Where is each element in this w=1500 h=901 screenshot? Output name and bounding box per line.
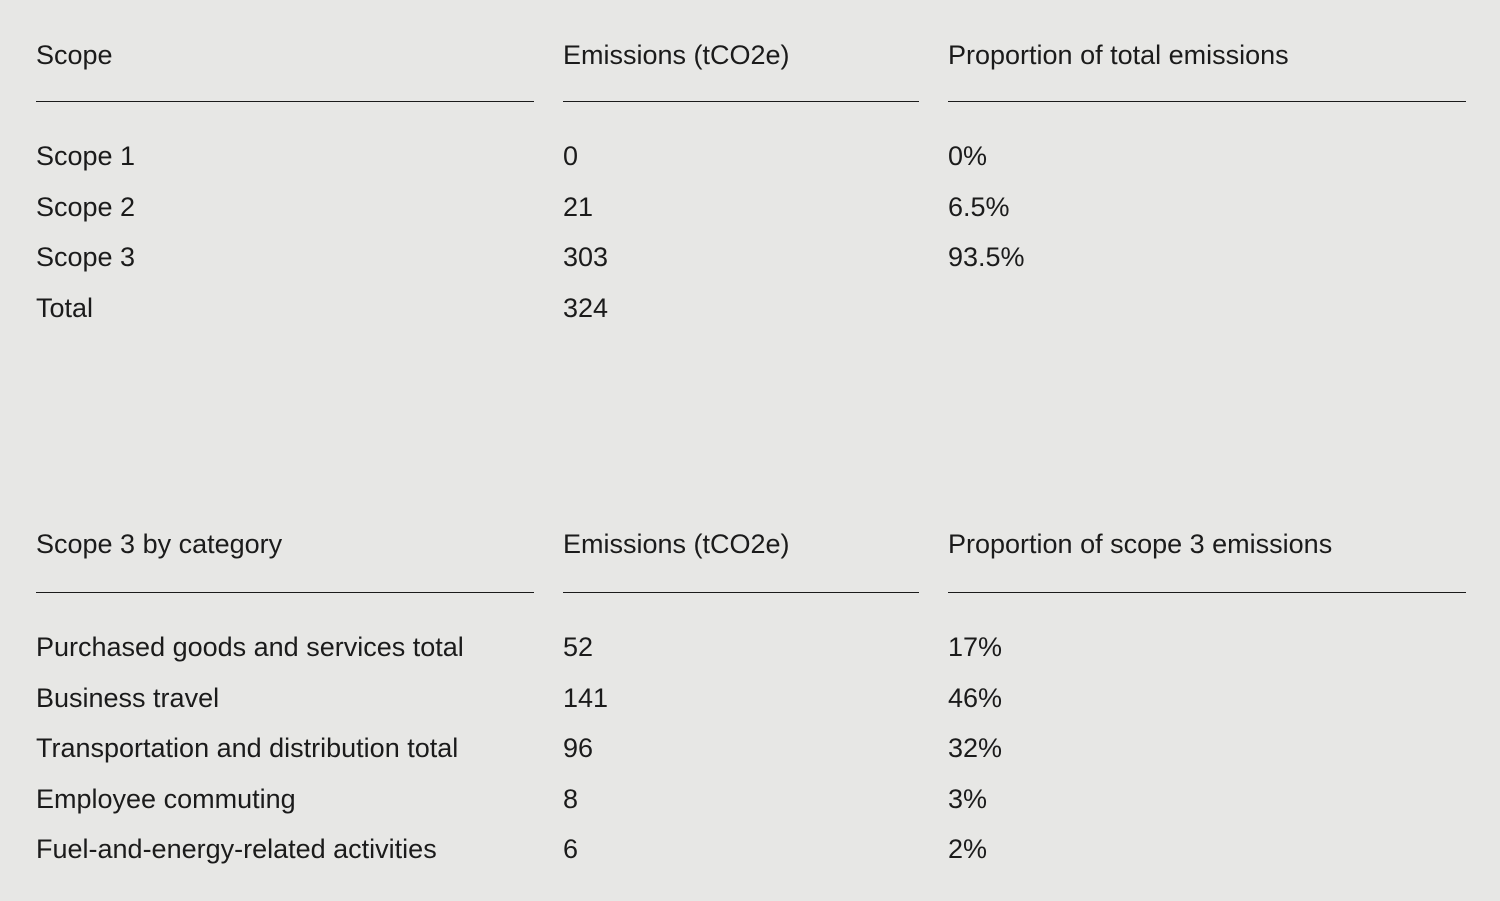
table-cell: 0 — [563, 141, 579, 171]
table-cell: Business travel — [36, 682, 220, 713]
table-cell: Scope 3 — [36, 242, 136, 272]
table-cell: 6 — [563, 834, 579, 864]
table-cell: 32% — [948, 733, 1003, 763]
table-cell: 17% — [948, 632, 1003, 662]
table-cell: 0% — [948, 141, 988, 171]
table-cell: Scope 1 — [36, 141, 136, 171]
table-cell: 303 — [563, 242, 609, 272]
table-cell: 141 — [563, 682, 609, 713]
table-cell: 3% — [948, 783, 988, 814]
column-header-emissions: Emissions (tCO2e) — [563, 529, 919, 593]
table-cell: Transportation and distribution total — [36, 733, 459, 763]
table-cell: 324 — [563, 292, 609, 323]
total-emissions-table: Scope Emissions (tCO2e) Proportion of to… — [36, 40, 1466, 333]
table-cell: 2% — [948, 834, 988, 864]
column-header-category: Scope 3 by category — [36, 529, 534, 593]
table-cell: 46% — [948, 682, 1003, 713]
column-header-scope: Scope — [36, 40, 534, 102]
table-cell: 6.5% — [948, 191, 1010, 222]
table-cell: 21 — [563, 191, 594, 222]
table-cell: Total — [36, 292, 94, 323]
table-cell: Purchased goods and services total — [36, 632, 464, 662]
emissions-report: Scope Emissions (tCO2e) Proportion of to… — [36, 40, 1466, 875]
column-header-proportion: Proportion of scope 3 emissions — [948, 529, 1466, 593]
table-cell: 96 — [563, 733, 594, 763]
scope3-breakdown-table: Scope 3 by category Emissions (tCO2e) Pr… — [36, 529, 1466, 875]
table-cell: Employee commuting — [36, 783, 296, 814]
table-cell: 8 — [563, 783, 579, 814]
table-cell-empty — [948, 283, 1466, 334]
column-header-proportion: Proportion of total emissions — [948, 40, 1466, 102]
table-cell: 52 — [563, 632, 594, 662]
table-cell: Scope 2 — [36, 191, 136, 222]
column-header-emissions: Emissions (tCO2e) — [563, 40, 919, 102]
table-cell: Fuel-and-energy-related activities — [36, 834, 437, 864]
table-cell: 93.5% — [948, 242, 1025, 272]
